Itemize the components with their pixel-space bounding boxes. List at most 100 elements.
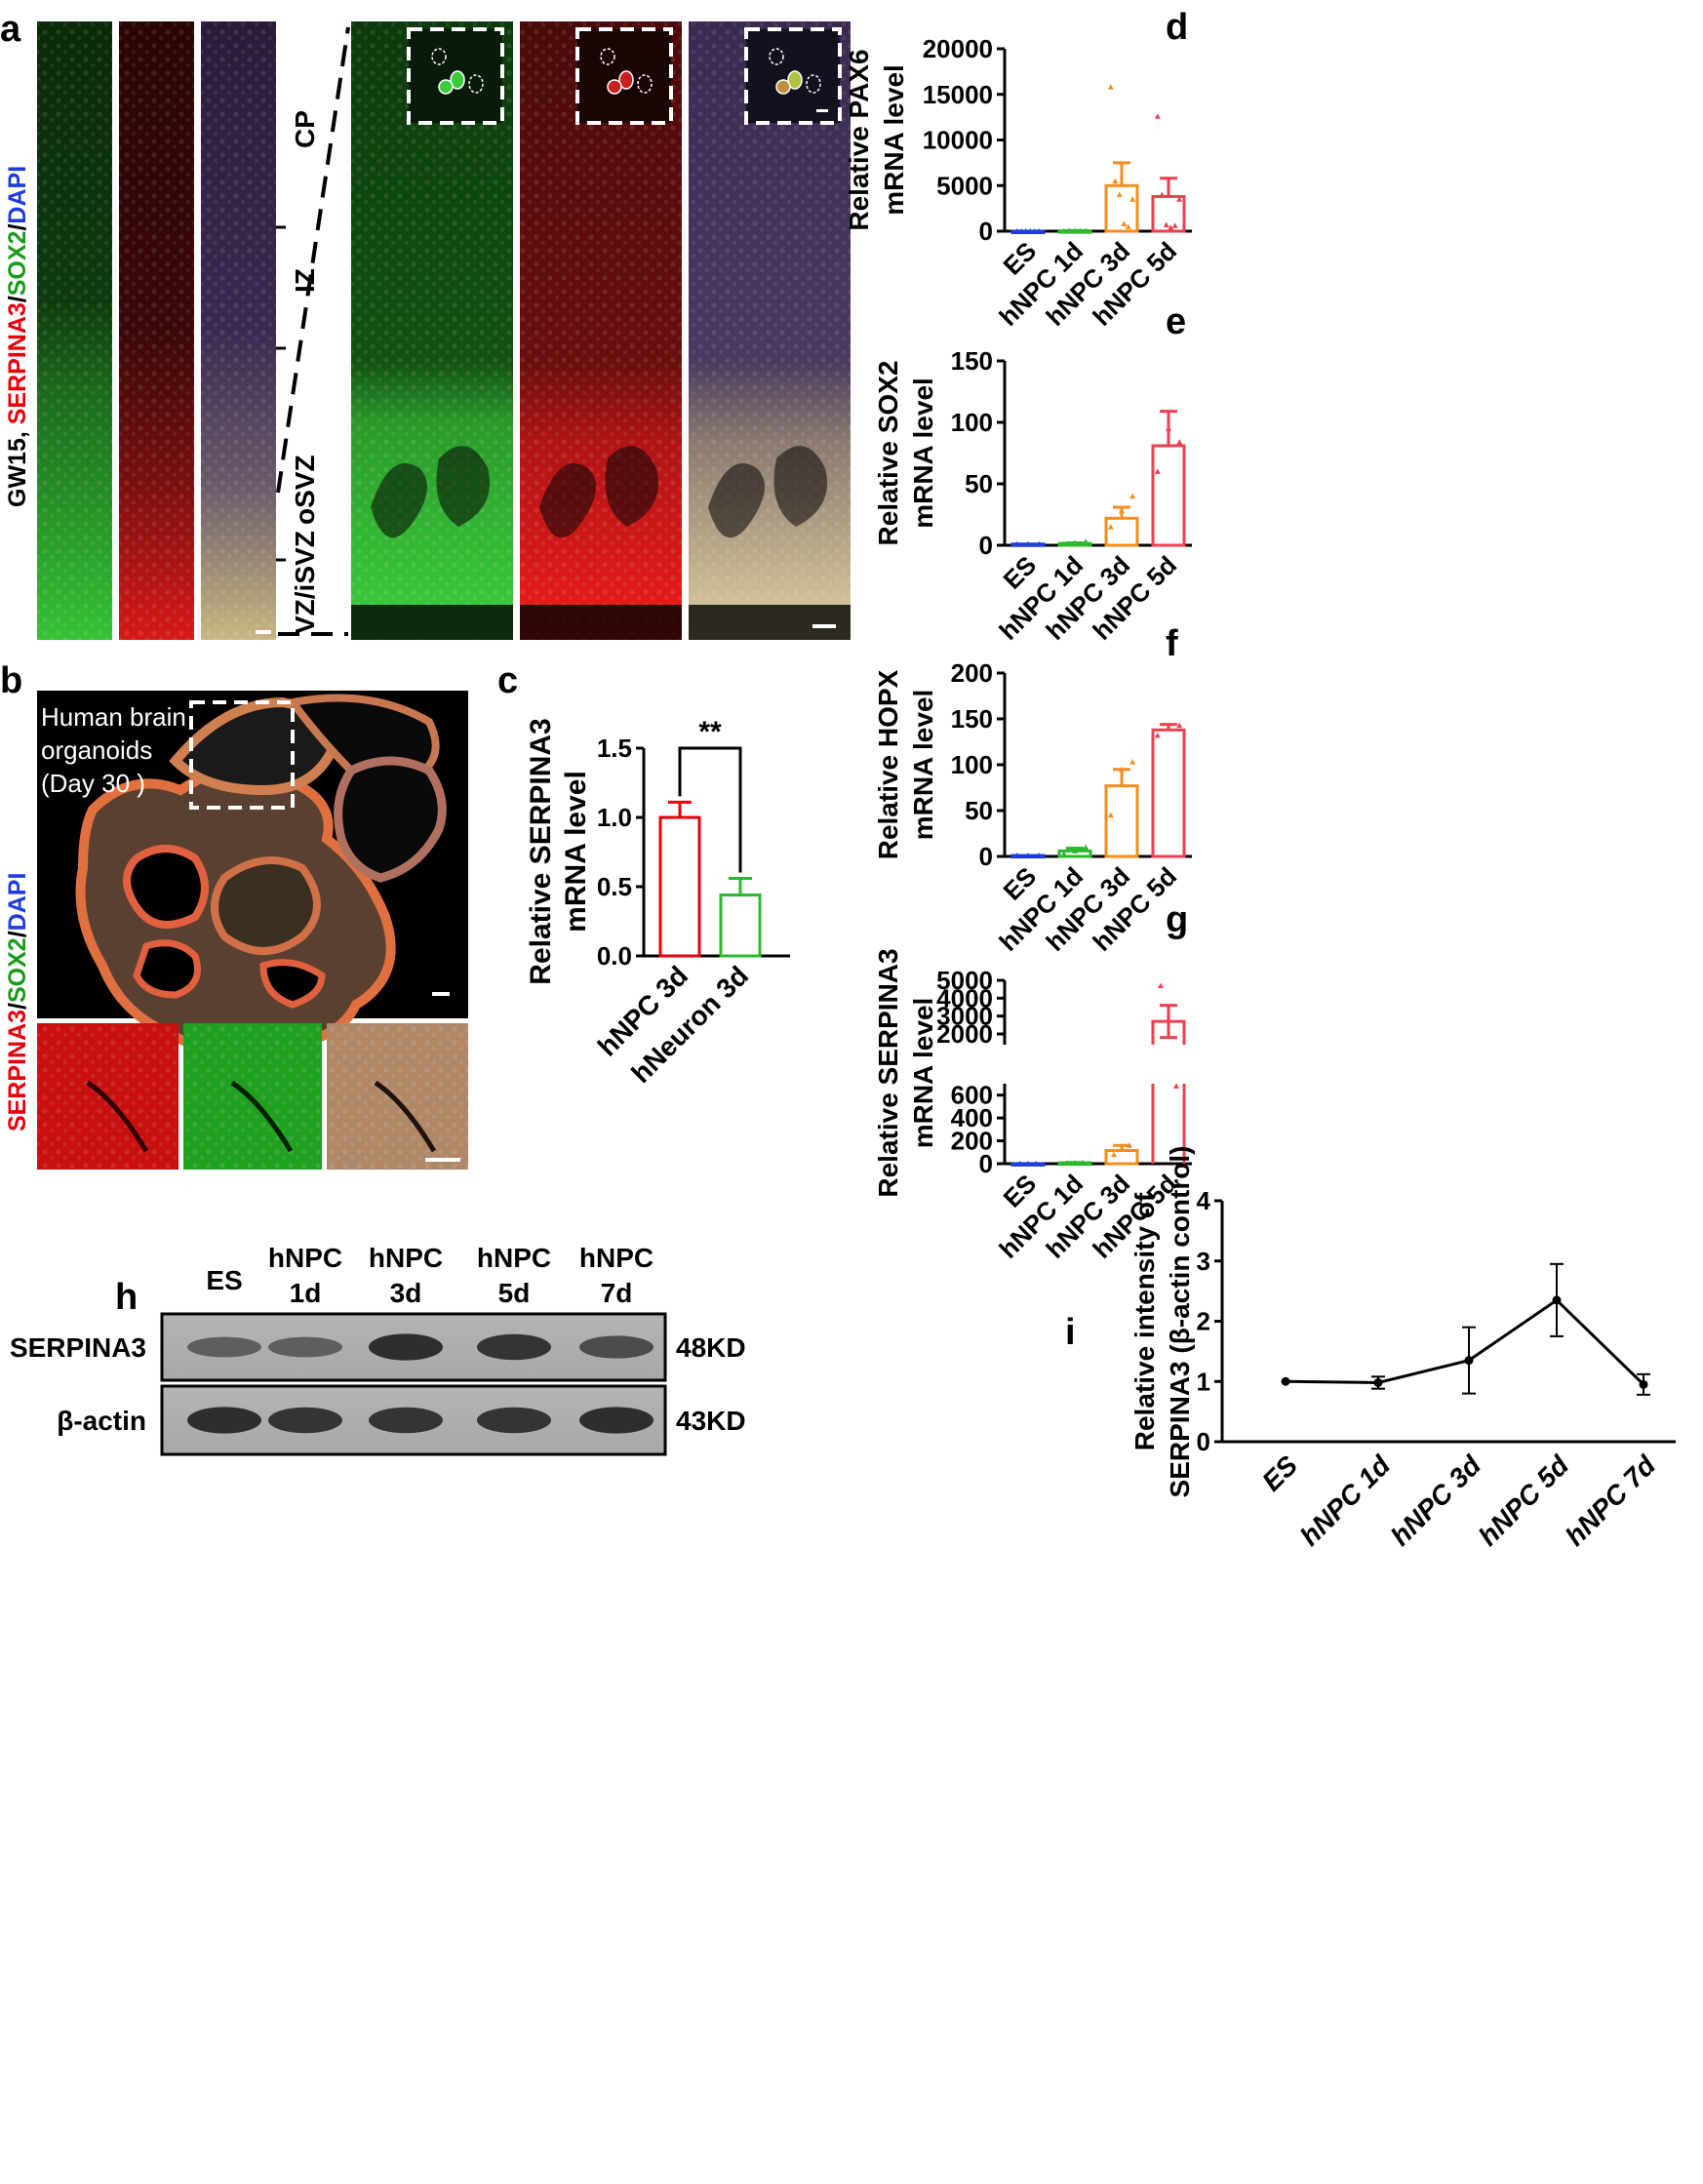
data-point (1373, 1377, 1383, 1387)
data-point (1166, 425, 1171, 431)
zoom-dark-regions (371, 446, 827, 538)
y-tick-label: 1.0 (597, 803, 632, 832)
y-tick-label: 1.5 (597, 734, 632, 763)
inset-merge (744, 27, 842, 125)
svg-text:GW15, SERPINA3/SOX2/DAPI: GW15, SERPINA3/SOX2/DAPI (4, 166, 31, 507)
data-point (1121, 220, 1128, 227)
y-tick-label: 0 (979, 217, 993, 246)
data-point (1080, 1159, 1086, 1166)
data-point (1072, 848, 1078, 854)
data-point (1127, 1142, 1132, 1148)
panel-letter-h: h (115, 1277, 138, 1318)
data-point (1163, 221, 1169, 227)
y-axis-label: Relative SERPINA3 (525, 718, 557, 984)
organoid-inset-box (189, 700, 295, 810)
data-point (1027, 227, 1034, 234)
blot-band (268, 1407, 342, 1434)
y-tick-label: 4 (1197, 1186, 1211, 1215)
y-tick-label: 200 (951, 658, 993, 688)
data-point (1119, 766, 1125, 773)
y-tick-label: 0 (979, 531, 993, 560)
zone-ticks (276, 225, 286, 562)
data-point (1036, 227, 1043, 234)
bar (1104, 516, 1139, 547)
y-axis-label: Relative SOX2 (873, 361, 903, 546)
bar-lower (1151, 1084, 1186, 1164)
data-point (1158, 982, 1164, 988)
bar (1104, 1149, 1139, 1166)
data-point (1464, 1356, 1474, 1366)
data-point (1018, 227, 1025, 234)
data-point (1083, 538, 1089, 544)
bar (1104, 784, 1139, 858)
y-tick-label: 10000 (923, 126, 993, 155)
lane-label: ES (206, 1265, 242, 1295)
data-point (1060, 540, 1067, 547)
b-side-sep1: / (4, 1003, 31, 1010)
side-label-prefix: GW15, (4, 424, 31, 507)
side-label-dapi: DAPI (4, 166, 31, 224)
data-point (1125, 223, 1131, 229)
data-point (1013, 540, 1020, 547)
y-tick-label: 50 (965, 796, 993, 825)
data-point (1173, 1083, 1179, 1089)
lane-label: hNPC (579, 1243, 653, 1273)
y-tick-label: 0 (979, 842, 993, 871)
bar (719, 893, 762, 958)
data-point (1036, 540, 1043, 547)
panel-letter-g: g (1166, 899, 1188, 940)
zone-label-vz-isvz: VZ/iSVZ (290, 531, 320, 634)
data-point (1072, 227, 1078, 233)
blot-band (579, 1407, 653, 1434)
y-tick-label: 50 (965, 469, 993, 498)
organoid-caption-line-3: (Day 30 ) (41, 769, 145, 798)
lane-label: 1d (290, 1278, 322, 1308)
data-point (1033, 1160, 1039, 1167)
blot-band (579, 1335, 653, 1359)
data-point (1154, 732, 1161, 738)
y-tick-label: 400 (951, 1103, 993, 1132)
svg-text:SERPINA3/SOX2/DAPI: SERPINA3/SOX2/DAPI (4, 873, 31, 1132)
zoom-line-top (276, 26, 350, 494)
y-axis-label: mRNA level (560, 771, 592, 933)
scale-bar-a-right (812, 624, 836, 628)
bar (1104, 183, 1139, 233)
data-point (1119, 507, 1125, 514)
data-point (1077, 227, 1084, 234)
y-tick-label: 3 (1197, 1247, 1210, 1276)
data-point (1116, 191, 1123, 198)
scale-bar-b-bottom (425, 1158, 460, 1162)
y-tick-label: 600 (951, 1081, 993, 1110)
b-side-sep2: / (4, 931, 31, 937)
y-tick-label: 0.0 (597, 941, 632, 971)
side-label-sep1: / (4, 296, 31, 302)
organoid-caption-line-2: organoids (41, 735, 152, 765)
lane-label: 5d (498, 1278, 531, 1308)
y-tick-label: 200 (951, 1127, 993, 1156)
y-axis-label: mRNA level (908, 377, 938, 529)
data-point (1166, 1016, 1171, 1022)
y-tick-label: 0 (979, 1149, 993, 1178)
data-point (1013, 853, 1020, 858)
inset-serpina3 (575, 27, 673, 125)
data-point (1112, 178, 1119, 184)
data-point (1154, 113, 1161, 119)
y-tick-label: 5000 (936, 171, 993, 200)
y-tick-label: 2 (1197, 1307, 1210, 1336)
panel-a-side-label: GW15, SERPINA3/SOX2/DAPI (4, 166, 31, 507)
blot-band (268, 1336, 342, 1358)
zone-label-iz: IZ (290, 268, 320, 293)
zone-label-cp: CP (290, 110, 320, 148)
y-tick-label: 0.5 (597, 872, 632, 901)
data-point (1129, 196, 1136, 202)
y-tick-label: 150 (951, 346, 993, 376)
side-label-serpina3: SERPINA3 (4, 302, 31, 424)
data-point (1031, 227, 1038, 234)
data-point (1083, 227, 1089, 234)
side-label-sox2: SOX2 (4, 231, 31, 297)
size-label: 48KD (676, 1332, 746, 1363)
panel-letter-c: c (497, 660, 518, 701)
organoid-tissue (75, 694, 447, 1056)
